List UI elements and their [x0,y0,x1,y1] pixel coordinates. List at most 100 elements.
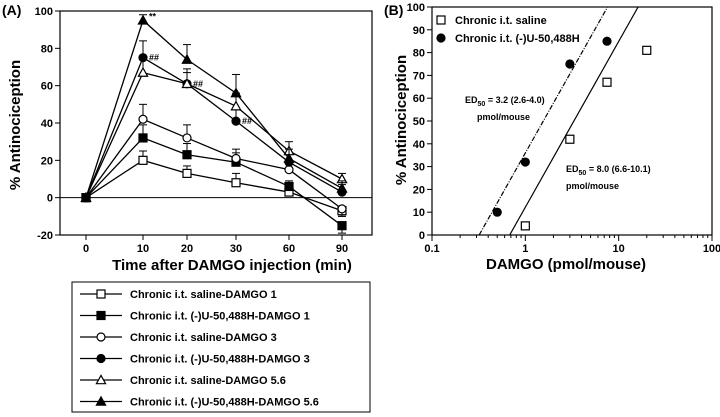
panel-b-ytick-label: 30 [413,162,425,174]
panel-b-point [520,157,530,167]
panel-b-ytick-label: 40 [413,139,425,151]
panel-a-point [337,221,347,231]
panel-b-ed50-unit: pmol/mouse [477,112,530,122]
panel-a-ytick-label: 100 [35,6,53,18]
panel-a-ytick-label: 80 [41,43,53,55]
panel-a-annotation: ## [149,53,159,63]
panel-a-annotation: ## [193,79,203,89]
panel-a-point [230,87,242,98]
legend-marker [96,310,106,321]
legend-item: Chronic i.t. (-)U-50,488H-DAMGO 3 [80,354,310,366]
panel-b-legend-label: Chronic i.t. (-)U-50,488H [455,33,580,45]
panel-a-ytick-label: 40 [41,118,53,130]
panel-a-point [137,14,149,25]
panel-b-ytick-label: 60 [413,93,425,105]
panel-b-ytick-label: 10 [413,207,425,219]
panel-b-ytick-label: 50 [413,116,425,128]
panel-a-point [231,153,241,164]
panel-a-point [284,165,294,175]
panel-b-xlabel: DAMGO (pmol/mouse) [486,256,646,273]
panel-a-xtick-label: 0 [83,243,89,255]
panel-a-point [138,133,148,143]
panel-b-xtick-label: 100 [703,243,720,255]
panel-a-xtick-label: 90 [336,243,348,255]
panel-a-xtick-label: 10 [137,243,149,255]
panel-b-ytick-label: 0 [419,230,425,242]
panel-a-series-line [85,19,343,198]
panel-b-legend-marker [436,15,446,25]
legend-label: Chronic i.t. saline-DAMGO 5.6 [130,375,286,387]
panel-b-label: (B) [384,2,403,18]
panel-a-point [231,116,241,126]
legend-marker [96,332,106,342]
panel-b-xtick-label: 1 [522,243,528,255]
panel-b-ylabel: % Antinociception [393,55,410,185]
panel-a-point [337,204,347,214]
panel-a-annotation: ** [149,12,157,22]
panel-a-point [231,178,241,188]
panel-b-fit-line [478,6,609,236]
panel-b-legend-label: Chronic i.t. saline [455,15,547,27]
panel-a-ytick-label: 0 [47,193,53,205]
panel-a-series-line [85,118,343,210]
panel-b-ytick-label: 100 [407,2,425,14]
legend-label: Chronic i.t. (-)U-50,488H-DAMGO 5.6 [130,397,319,409]
panel-a-series [80,14,348,202]
panel-a-series-line [85,137,343,227]
panel-a-annotation: ## [242,116,252,126]
panel-a-point [181,77,193,89]
panel-a-point [182,133,192,143]
panel-a-ytick-label: 60 [41,81,53,93]
legend-label: Chronic i.t. (-)U-50,488H-DAMGO 3 [130,354,310,366]
panel-b-point [642,45,652,55]
panel-a-xtick-label: 20 [181,243,193,255]
panel-a-series-line [85,56,343,198]
legend-label: Chronic i.t. saline-DAMGO 3 [130,332,277,344]
panel-a-xlabel: Time after DAMGO injection (min) [112,257,352,274]
panel-b-ytick-label: 70 [413,70,425,82]
panel-a-point [182,168,192,178]
panel-a-series [80,57,348,202]
panel-b-point [602,36,612,46]
panel-a-point [182,150,192,160]
panel-b-ed50-label: ED50 = 3.2 (2.6-4.0) [465,95,545,108]
legend-marker [95,395,107,406]
panel-b-point [565,134,575,144]
panel-a-point [80,191,92,202]
legend-marker [95,374,107,385]
panel-b-ed50-unit: pmol/mouse [566,181,619,191]
panel-b-ytick-label: 20 [413,184,425,196]
legend-items: Chronic i.t. saline-DAMGO 1 Chronic i.t. … [80,289,319,409]
panel-a-frame [59,10,373,236]
panel-a-point [138,114,148,124]
panel-b: (B) 0 10 20 30 40 50 60 70 80 90 100 0.1 1 10 100 Chron… [384,2,720,273]
legend-marker [96,289,106,299]
panel-b-fit-line [509,6,639,236]
panel-a-point [336,182,348,193]
legend-label: Chronic i.t. (-)U-50,488H-DAMGO 1 [130,311,310,323]
panel-b-marks: 0 10 20 30 40 50 60 70 80 90 100 0.1 1 10 100 Chronic i… [407,2,720,255]
panel-a-ylabel: % Antinociception [7,60,24,190]
panel-b-xtick-label: 10 [613,243,625,255]
legend-item: Chronic i.t. saline-DAMGO 3 [80,332,277,344]
panel-b-point [565,59,575,69]
legend-label: Chronic i.t. saline-DAMGO 1 [130,289,277,301]
panel-a-point [138,155,148,165]
panel-b-point [492,207,502,217]
panel-a-xtick-label: 60 [283,243,295,255]
panel-b-point [602,77,612,87]
panel-a-ytick-label: 20 [41,155,53,167]
panel-a-series-line [85,71,343,198]
panel-b-legend-marker [436,33,446,43]
panel-a-marks: -20 0 20 40 60 80 100 0 10 20 30 60 90 ** ## ## ## [35,6,373,255]
panel-b-xtick-label: 0.1 [424,243,439,255]
panel-b-ytick-label: 90 [413,25,425,37]
panel-a: (A) -20 0 20 40 60 80 100 0 10 20 30 60 90 ** ## ## ## %… [2,2,373,274]
panel-a-series [81,40,347,203]
panel-a-xtick-label: 30 [230,243,242,255]
legend-item: Chronic i.t. saline-DAMGO 5.6 [80,374,286,387]
panel-a-label: (A) [2,2,21,18]
panel-a-point [181,53,193,64]
panel-a-point [283,152,295,163]
